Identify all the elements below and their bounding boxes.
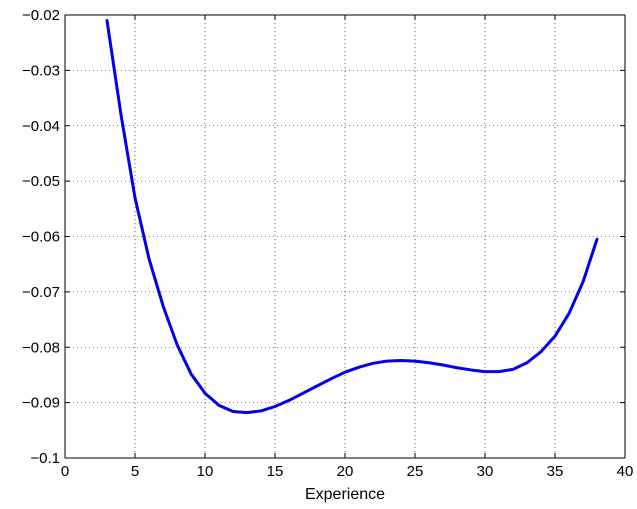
- y-tick-label: −0.05: [22, 173, 60, 190]
- y-tick-label: −0.1: [30, 450, 60, 467]
- y-tick-label: −0.04: [22, 118, 60, 135]
- x-tick-label: 5: [131, 463, 139, 480]
- x-tick-label: 40: [617, 463, 634, 480]
- x-tick-label: 25: [407, 463, 424, 480]
- x-axis-label: Experience: [305, 486, 385, 503]
- x-tick-label: 20: [337, 463, 354, 480]
- series-layer: [105, 19, 599, 415]
- x-tick-label: 35: [547, 463, 564, 480]
- x-tick-label: 0: [61, 463, 69, 480]
- series-line: [105, 19, 599, 415]
- ticks: 0 5 10 15 20 25 30 35 40 −0.1 −0.09 −0.08 −0.07 −0.06…: [22, 7, 633, 480]
- x-tick-label: 10: [197, 463, 214, 480]
- y-tick-label: −0.07: [22, 284, 60, 301]
- y-tick-label: −0.06: [22, 229, 60, 246]
- x-tick-label: 15: [267, 463, 284, 480]
- y-tick-label: −0.08: [22, 339, 60, 356]
- grid: [65, 15, 625, 458]
- x-tick-label: 30: [477, 463, 494, 480]
- y-tick-label: −0.02: [22, 7, 60, 24]
- y-tick-label: −0.09: [22, 395, 60, 412]
- y-tick-label: −0.03: [22, 62, 60, 79]
